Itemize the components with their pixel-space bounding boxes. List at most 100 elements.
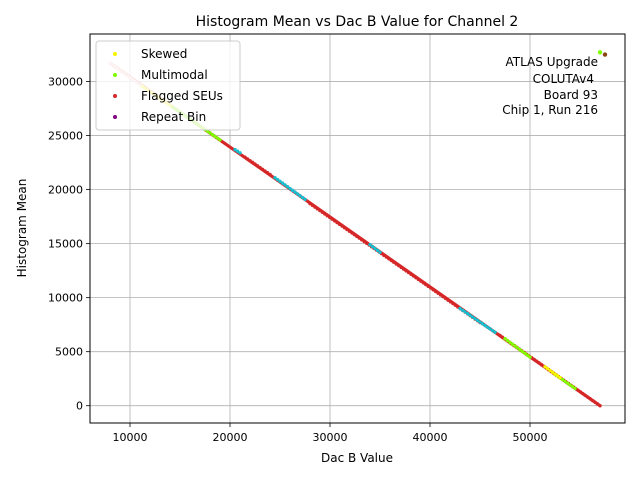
data-point bbox=[463, 310, 467, 314]
data-point bbox=[268, 172, 272, 177]
data-point bbox=[431, 288, 435, 292]
data-point bbox=[550, 370, 555, 374]
y-tick-label: 10000 bbox=[48, 292, 83, 305]
data-point bbox=[583, 393, 588, 398]
data-point bbox=[493, 330, 497, 334]
data-point bbox=[500, 335, 505, 339]
data-point bbox=[545, 366, 550, 371]
data-point bbox=[433, 289, 438, 294]
data-point bbox=[387, 257, 391, 261]
data-point bbox=[578, 390, 583, 394]
data-point bbox=[443, 296, 448, 301]
data-point bbox=[483, 323, 487, 328]
data-point bbox=[597, 50, 603, 55]
data-point bbox=[525, 353, 530, 357]
annotation: ATLAS Upgrade COLUTAv4 Board 93 Chip 1, … bbox=[502, 55, 598, 117]
data-point bbox=[553, 372, 557, 376]
data-point bbox=[565, 381, 570, 385]
data-point bbox=[581, 392, 585, 396]
data-point bbox=[586, 395, 590, 399]
legend-label: Multimodal bbox=[141, 68, 208, 82]
data-point bbox=[414, 276, 418, 280]
data-point bbox=[368, 243, 372, 247]
data-point bbox=[342, 226, 347, 230]
data-point bbox=[360, 238, 364, 242]
data-point bbox=[350, 231, 354, 235]
data-point bbox=[362, 239, 366, 244]
data-point bbox=[411, 274, 416, 278]
y-tick-label: 5000 bbox=[55, 346, 83, 359]
y-axis-ticks: 0 5000 10000 15000 20000 25000 30000 bbox=[48, 76, 90, 413]
data-point bbox=[328, 215, 332, 220]
data-point bbox=[273, 176, 277, 180]
data-point bbox=[323, 212, 327, 216]
data-point bbox=[392, 260, 396, 264]
data-point bbox=[573, 386, 577, 391]
x-tick-label: 10000 bbox=[113, 431, 148, 444]
data-point bbox=[498, 333, 502, 338]
legend-marker bbox=[113, 73, 117, 77]
data-point bbox=[485, 325, 490, 329]
y-axis-label: Histogram Mean bbox=[15, 179, 29, 278]
data-point bbox=[576, 388, 580, 392]
data-point bbox=[293, 190, 297, 194]
data-point bbox=[602, 52, 608, 57]
data-point bbox=[508, 340, 512, 345]
data-point bbox=[238, 151, 242, 155]
data-point bbox=[409, 272, 413, 276]
data-point bbox=[250, 160, 255, 165]
series-highlighted bbox=[233, 147, 497, 334]
data-point bbox=[210, 133, 215, 137]
data-point bbox=[263, 169, 267, 173]
data-point bbox=[255, 164, 260, 168]
data-point bbox=[330, 217, 334, 221]
data-point bbox=[458, 306, 462, 311]
data-point bbox=[378, 250, 382, 254]
data-point bbox=[313, 205, 317, 209]
y-tick-label: 25000 bbox=[48, 130, 83, 143]
x-axis-ticks: 10000 20000 30000 40000 50000 bbox=[113, 423, 548, 444]
x-tick-label: 20000 bbox=[213, 431, 248, 444]
data-point bbox=[320, 210, 325, 214]
annotation-line-3: Board 93 bbox=[544, 88, 598, 102]
data-point bbox=[475, 318, 480, 323]
data-point bbox=[503, 337, 507, 341]
data-point bbox=[558, 375, 562, 380]
data-point bbox=[347, 229, 352, 233]
data-point bbox=[335, 220, 339, 225]
legend-marker bbox=[113, 52, 117, 56]
x-tick-label: 50000 bbox=[513, 431, 548, 444]
data-point bbox=[208, 131, 212, 135]
plot-frame bbox=[89, 33, 626, 424]
data-points bbox=[108, 50, 608, 408]
data-point bbox=[478, 320, 482, 324]
data-point bbox=[421, 281, 426, 285]
legend-box bbox=[95, 40, 241, 131]
data-point bbox=[555, 374, 560, 378]
data-point bbox=[448, 300, 453, 304]
data-point bbox=[534, 359, 539, 363]
data-point bbox=[370, 244, 375, 249]
y-tick-label: 15000 bbox=[48, 238, 83, 251]
legend-label: Skewed bbox=[141, 47, 187, 61]
data-point bbox=[510, 342, 515, 346]
data-point bbox=[278, 179, 282, 184]
data-point bbox=[265, 171, 270, 175]
data-point bbox=[345, 227, 349, 232]
data-point bbox=[280, 181, 285, 185]
data-point bbox=[399, 265, 403, 270]
data-point bbox=[505, 338, 510, 343]
data-point bbox=[213, 134, 217, 139]
data-point bbox=[340, 224, 344, 228]
legend-label: Flagged SEUs bbox=[141, 89, 223, 103]
data-point bbox=[375, 248, 380, 253]
data-point bbox=[588, 397, 592, 401]
data-point bbox=[275, 177, 280, 182]
data-point bbox=[436, 291, 440, 295]
y-tick-label: 30000 bbox=[48, 76, 83, 89]
data-point bbox=[243, 155, 247, 159]
data-point bbox=[537, 361, 541, 365]
data-point bbox=[401, 267, 406, 271]
series-outliers bbox=[602, 52, 608, 57]
data-point bbox=[429, 286, 433, 290]
